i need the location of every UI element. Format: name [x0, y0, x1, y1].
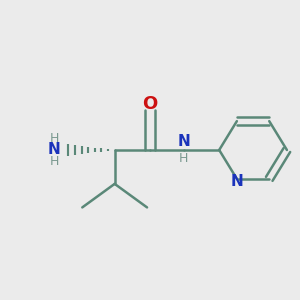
Text: N: N	[48, 142, 61, 158]
Text: H: H	[50, 155, 59, 168]
Text: H: H	[179, 152, 188, 165]
Text: H: H	[50, 132, 59, 145]
Text: N: N	[178, 134, 190, 149]
Text: O: O	[142, 95, 158, 113]
Text: N: N	[230, 174, 243, 189]
